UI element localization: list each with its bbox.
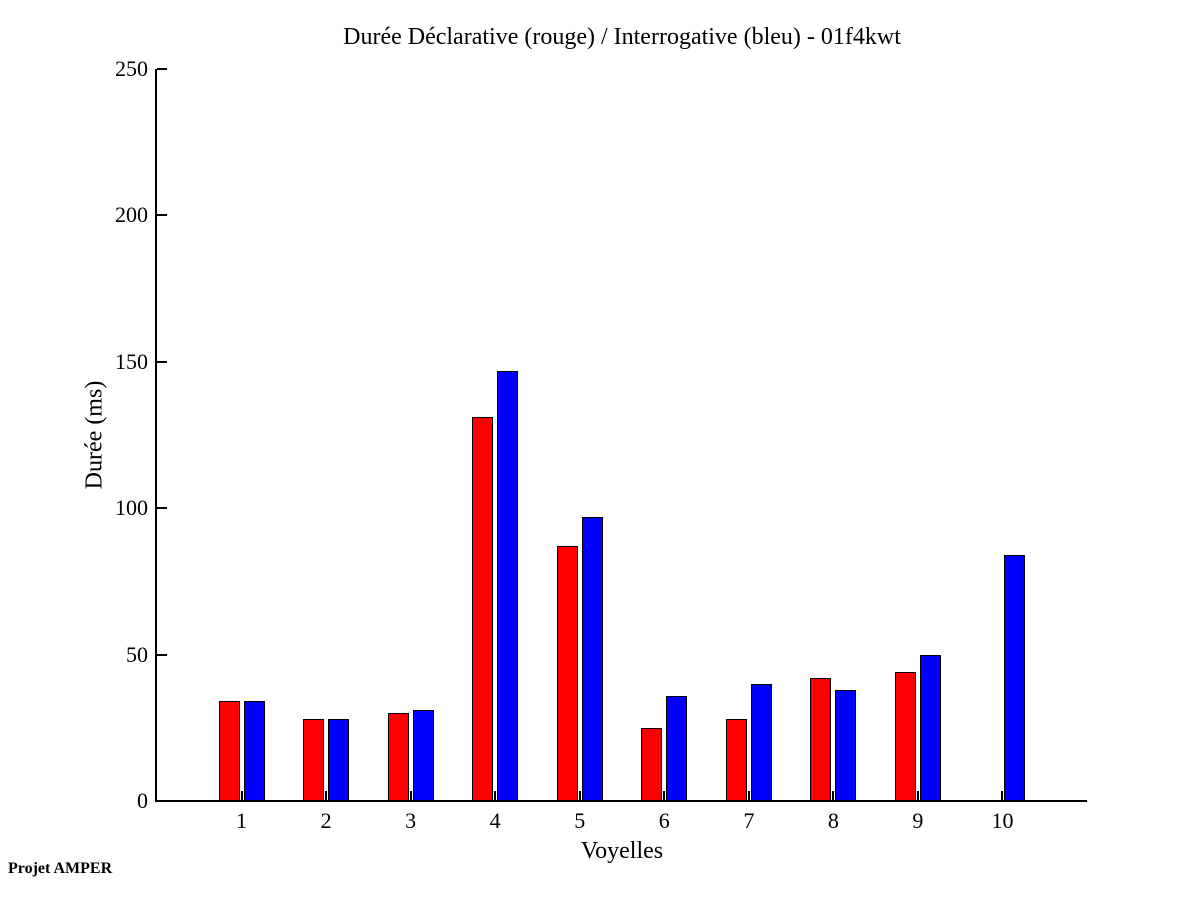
bar-interrogative: [750, 683, 772, 801]
bar-interrogative: [1004, 555, 1026, 801]
bar-declarative: [303, 719, 325, 801]
x-tick: [1001, 791, 1004, 801]
x-axis-line: [155, 800, 1087, 802]
x-tick: [325, 791, 328, 801]
y-axis-line: [155, 69, 157, 802]
x-tick-label: 2: [320, 808, 332, 833]
bar-interrogative: [581, 516, 603, 801]
x-tick: [409, 791, 412, 801]
y-tick-label: 100: [115, 495, 148, 521]
bar-interrogative: [497, 370, 519, 801]
x-tick-label: 8: [827, 808, 839, 833]
y-tick: [157, 507, 167, 510]
bar-declarative: [810, 678, 832, 801]
x-tick-label: 3: [405, 808, 417, 833]
x-tick-label: 4: [489, 808, 501, 833]
bar-interrogative: [835, 689, 857, 801]
x-tick-label: 6: [658, 808, 670, 833]
y-tick: [157, 214, 167, 217]
bar-declarative: [472, 417, 494, 801]
x-tick-label: 9: [912, 808, 924, 833]
x-tick: [494, 791, 497, 801]
y-tick-label: 250: [115, 56, 148, 81]
bar-declarative: [641, 727, 663, 801]
bar-declarative: [725, 719, 747, 801]
x-axis-label: Voyelles: [580, 838, 664, 864]
x-tick: [832, 791, 835, 801]
x-tick: [240, 791, 243, 801]
x-tick: [916, 791, 919, 801]
y-tick: [157, 800, 167, 802]
y-tick: [157, 360, 167, 363]
bar-declarative: [894, 672, 916, 801]
x-tick-label: 10: [991, 808, 1014, 833]
bar-interrogative: [328, 719, 350, 801]
bar-interrogative: [666, 695, 688, 801]
bar-interrogative: [412, 710, 434, 801]
y-tick: [157, 68, 167, 70]
bar-interrogative: [919, 654, 941, 801]
bar-declarative: [218, 701, 240, 801]
x-tick-label: 1: [236, 808, 248, 833]
x-tick: [663, 791, 666, 801]
x-tick: [578, 791, 581, 801]
y-axis-label: Durée (ms): [81, 380, 108, 490]
chart-title: Durée Déclarative (rouge) / Interrogativ…: [343, 24, 901, 50]
footer-text: Projet AMPER: [8, 860, 113, 877]
x-tick-label: 5: [574, 808, 586, 833]
y-tick-label: 50: [126, 641, 148, 667]
x-tick-label: 7: [743, 808, 755, 833]
y-tick-label: 150: [115, 348, 148, 374]
bar-interrogative: [243, 701, 265, 801]
y-tick: [157, 653, 167, 656]
bar-declarative: [387, 713, 409, 801]
x-tick: [747, 791, 750, 801]
y-tick-label: 200: [115, 202, 148, 228]
y-tick-label: 0: [137, 788, 148, 813]
bar-declarative: [556, 546, 578, 801]
